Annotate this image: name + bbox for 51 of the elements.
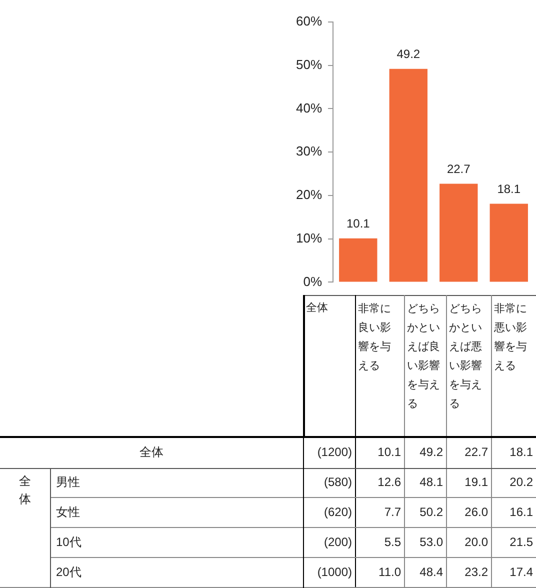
- text: 全体: [18, 473, 32, 508]
- y-tick-label: 40%: [296, 100, 322, 116]
- y-tick-label: 60%: [296, 14, 322, 29]
- text: 16.1: [508, 504, 534, 521]
- bar: [339, 238, 378, 282]
- text: (580): [322, 474, 353, 491]
- text: 12.6: [376, 474, 402, 491]
- data-label: 49.2: [396, 47, 420, 62]
- text: (200): [322, 534, 353, 551]
- text: 22.7: [464, 444, 489, 461]
- y-tick-label: 30%: [296, 144, 322, 159]
- x-tick-label: 非常に良い影響を与える: [358, 302, 392, 374]
- text: 10代: [55, 534, 82, 551]
- text: 21.5: [508, 534, 534, 551]
- text: 48.4: [418, 564, 444, 581]
- text: 23.2: [464, 564, 489, 581]
- text: 26.0: [464, 504, 489, 521]
- data-label: 22.7: [446, 162, 471, 176]
- text: 5.5: [383, 534, 402, 551]
- y-tick-label: 0%: [303, 274, 322, 289]
- data-label: 10.1: [346, 216, 370, 231]
- text: 20.0: [464, 534, 489, 551]
- y-tick-label: 50%: [296, 56, 322, 72]
- text: 20.2: [508, 474, 534, 491]
- data-label: 18.1: [497, 182, 521, 196]
- text: 20代: [55, 564, 82, 581]
- text: 50.2: [418, 504, 444, 521]
- text: 全体: [306, 301, 328, 315]
- text: (620): [322, 504, 353, 521]
- text: (1200): [316, 444, 353, 461]
- text: 男性: [55, 474, 81, 491]
- text: 18.1: [508, 444, 534, 461]
- text: 53.0: [418, 534, 444, 551]
- text: 48.1: [418, 474, 444, 491]
- text: (1000): [316, 564, 353, 581]
- text: 19.1: [464, 474, 489, 491]
- text: 全体: [138, 444, 164, 461]
- text: 49.2: [418, 444, 444, 461]
- bar: [440, 184, 478, 282]
- text: 11.0: [378, 564, 402, 581]
- x-tick-label: 非常に悪い影響を与える: [494, 302, 528, 374]
- bar: [490, 204, 528, 282]
- x-tick-label: どちらかといえば悪い影響を与える: [449, 302, 483, 412]
- text: 7.7: [383, 504, 402, 521]
- text: 女性: [55, 504, 81, 521]
- y-tick-label: 10%: [296, 230, 322, 246]
- x-tick-label: どちらかといえば良い影響を与える: [407, 302, 441, 412]
- bar: [389, 68, 428, 282]
- text: 17.4: [508, 564, 534, 581]
- text: 10.1: [376, 444, 402, 461]
- y-tick-label: 20%: [296, 187, 322, 202]
